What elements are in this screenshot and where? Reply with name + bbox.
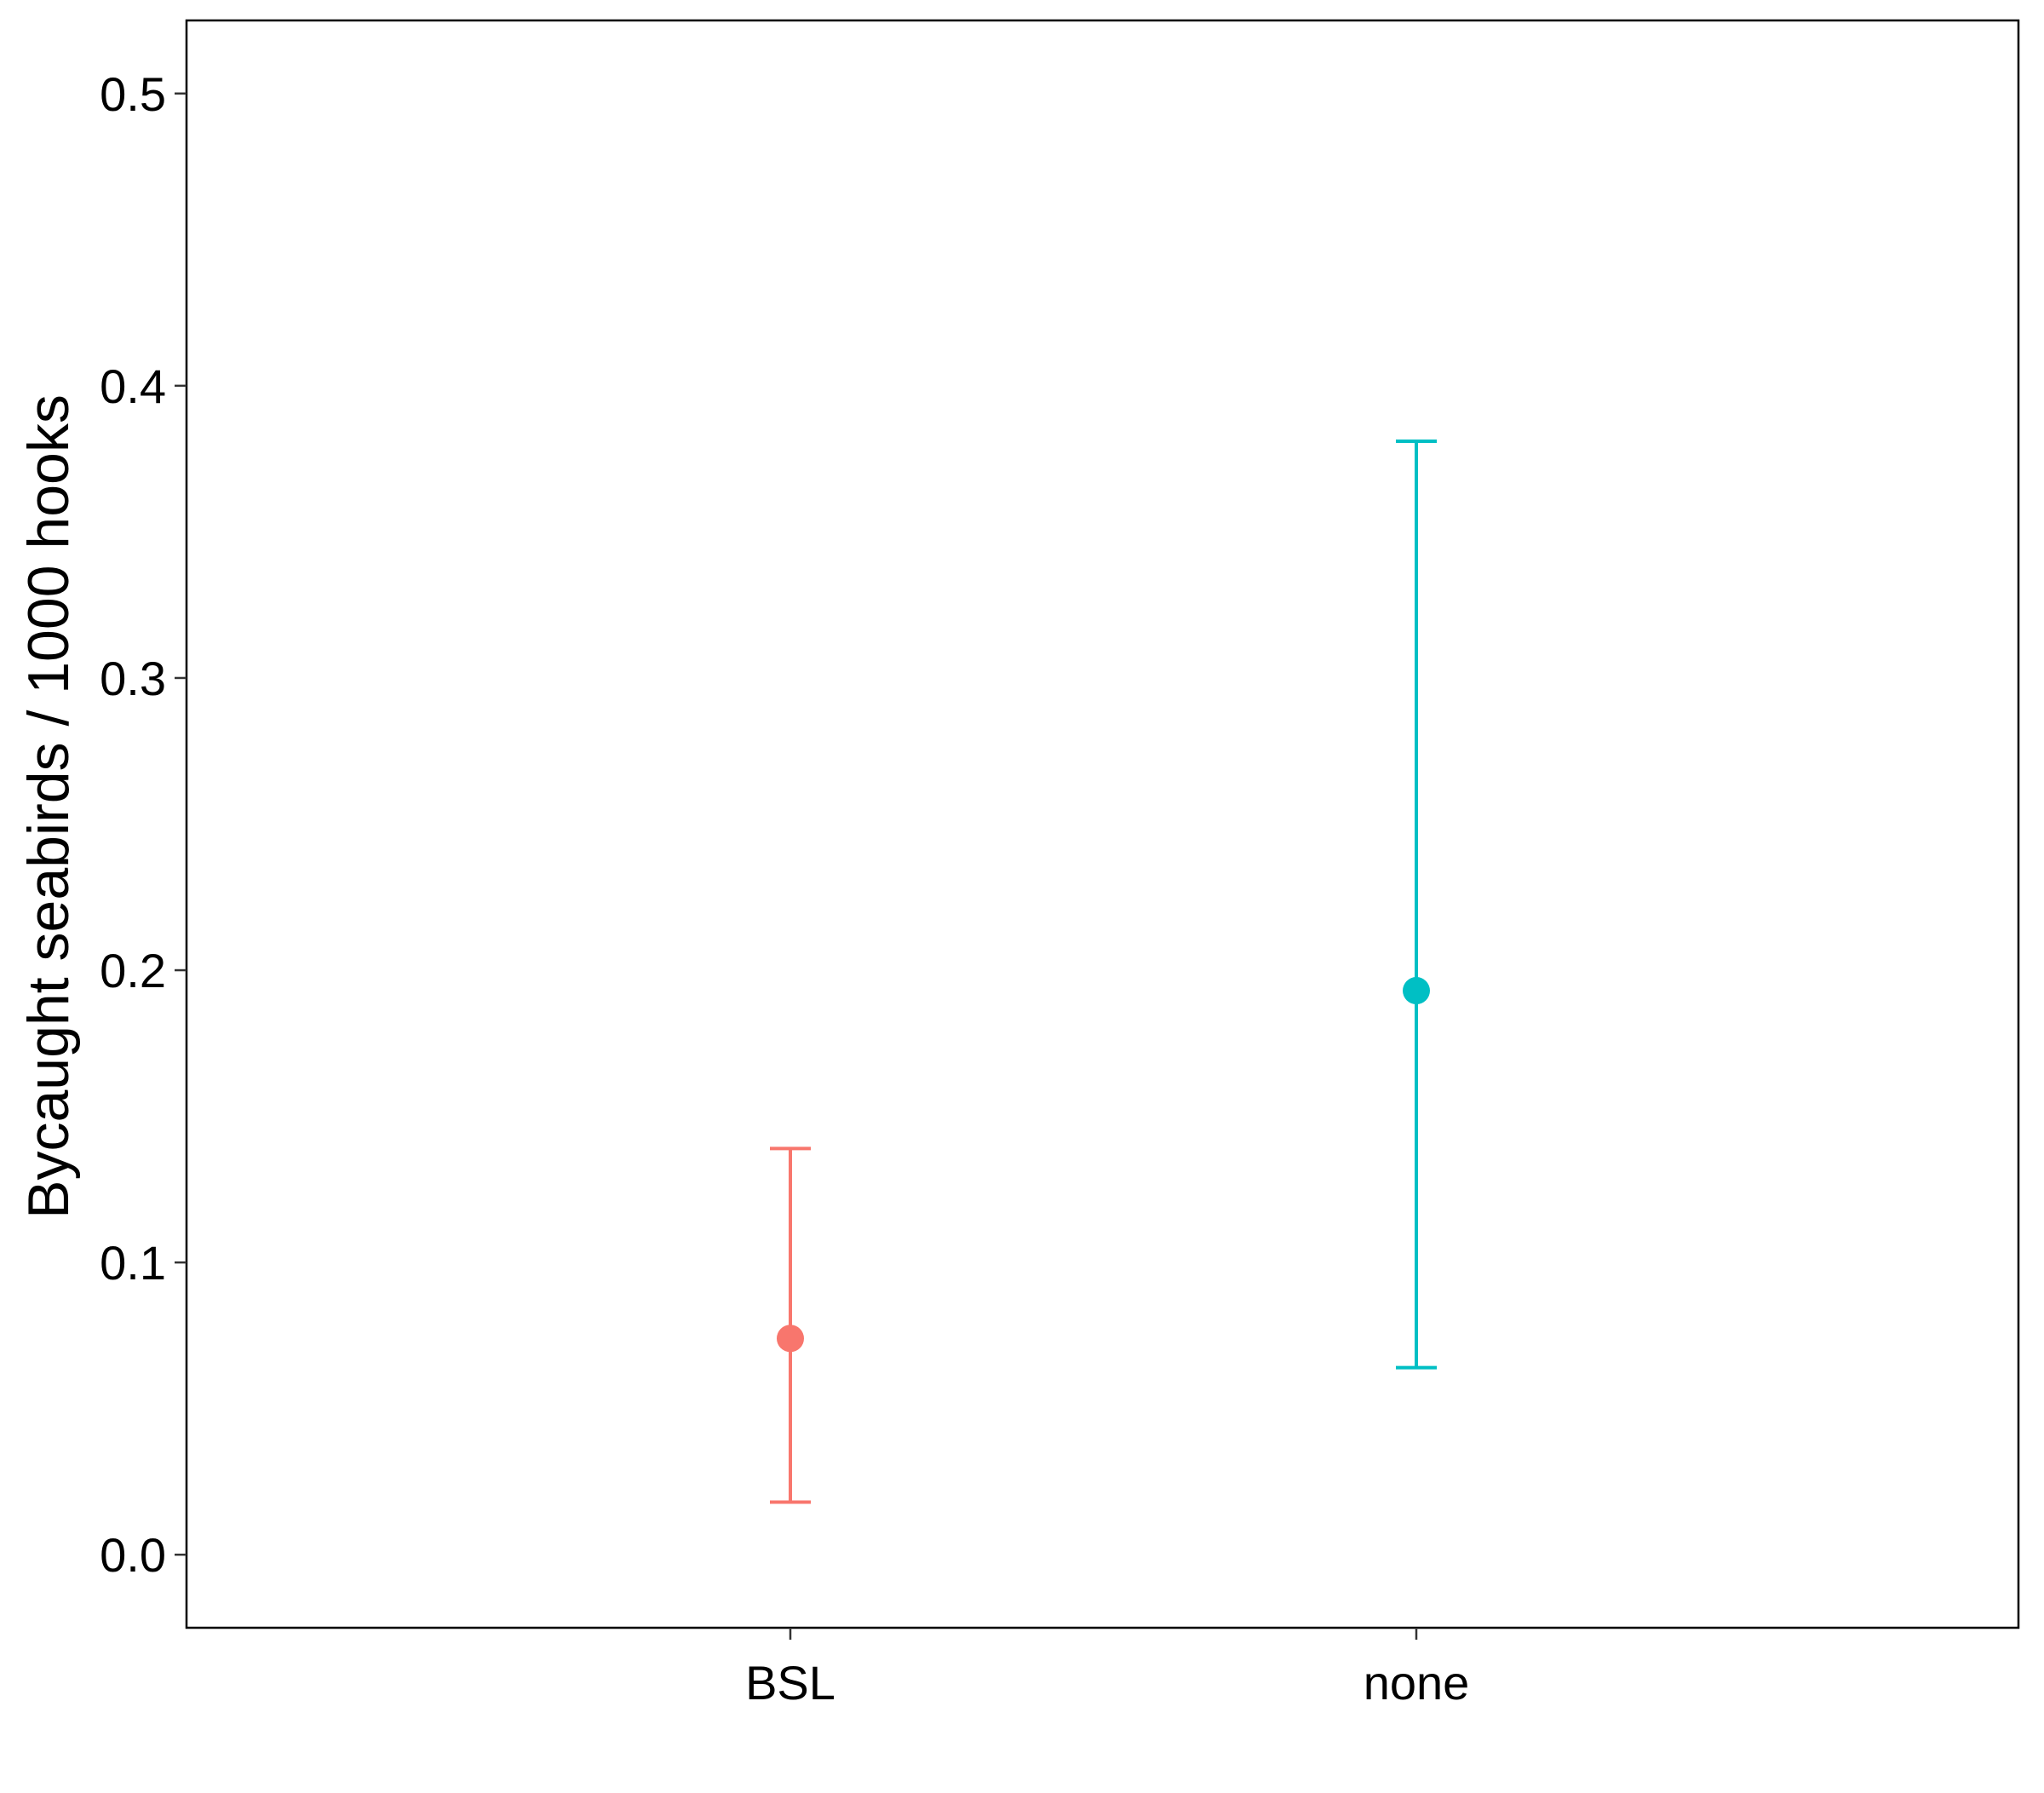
y-axis: 0.0 0.1 0.2 0.3 0.4 0.5	[100, 67, 187, 1582]
y-tick-label: 0.5	[100, 67, 166, 121]
x-tick-label: none	[1364, 1656, 1470, 1710]
plot-panel-border	[185, 19, 2020, 1629]
y-tick-label: 0.2	[100, 944, 166, 997]
x-tick-label: BSL	[745, 1656, 835, 1710]
x-axis: BSL none	[745, 1628, 1469, 1710]
y-tick-label: 0.1	[100, 1236, 166, 1290]
data-marks	[770, 440, 1437, 1504]
y-axis-title: Bycaught seabirds / 1000 hooks	[16, 394, 81, 1219]
y-tick-label: 0.3	[100, 652, 166, 705]
y-tick-label: 0.4	[100, 359, 166, 413]
point-none	[1403, 977, 1430, 1005]
y-tick-label: 0.0	[100, 1528, 166, 1582]
point-bsl	[777, 1325, 804, 1353]
